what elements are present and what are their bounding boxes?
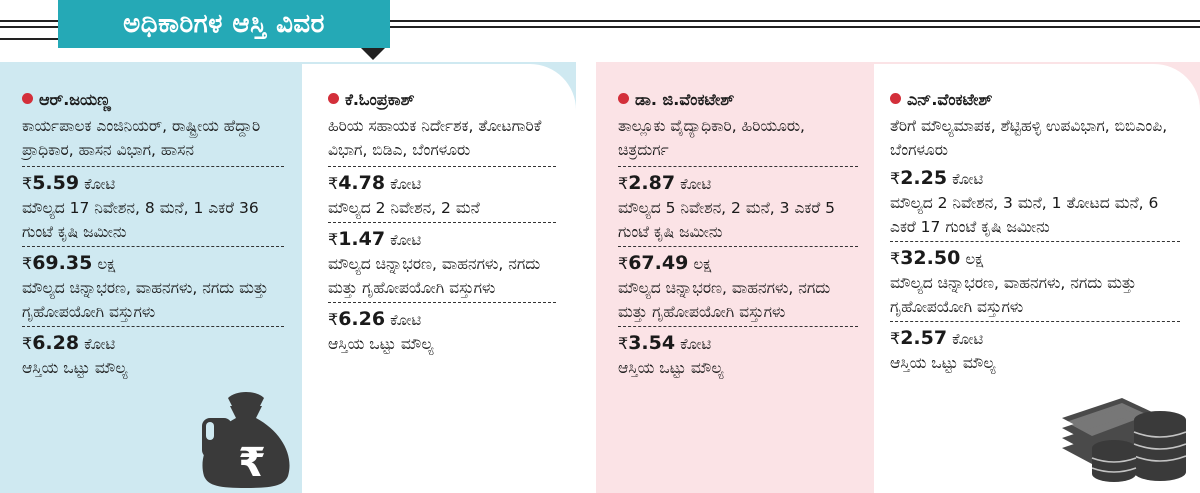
title-banner: ಅಧಿಕಾರಿಗಳ ಆಸ್ತಿ ವಿವರ xyxy=(58,0,390,48)
asset-amount-total: ₹3.54 ಕೋಟಿ xyxy=(618,332,712,354)
asset-desc-property: ಮೌಲ್ಯದ 2 ನಿವೇಶನ, 3 ಮನೆ, 1 ತೋಟದ ಮನೆ, 6 ಎಕ… xyxy=(890,194,1159,236)
asset-amount-movables: ₹67.49 ಲಕ್ಷ xyxy=(618,252,712,274)
official-card-1: ಆರ್.ಜಯಣ್ಣ ಕಾರ್ಯಪಾಲಕ ಎಂಜಿನಿಯರ್, ರಾಷ್ಟ್ರೀಯ… xyxy=(22,88,284,380)
divider xyxy=(328,302,556,303)
divider xyxy=(328,166,556,167)
banner-notch xyxy=(361,48,385,60)
asset-amount-movables: ₹1.47 ಕೋಟಿ xyxy=(328,228,422,250)
official-designation: ತಾಲ್ಲೂಕು ವೈದ್ಯಾಧಿಕಾರಿ, ಹಿರಿಯೂರು, ಚಿತ್ರದು… xyxy=(618,117,805,159)
divider xyxy=(618,326,858,327)
bullet-icon xyxy=(328,93,339,104)
asset-amount-total: ₹6.28 ಕೋಟಿ xyxy=(22,332,116,354)
left-card xyxy=(302,64,576,493)
asset-desc-property: ಮೌಲ್ಯದ 2 ನಿವೇಶನ, 2 ಮನೆ xyxy=(328,199,480,217)
bullet-icon xyxy=(618,93,629,104)
svg-text:₹: ₹ xyxy=(238,440,266,486)
asset-desc-total: ಆಸ್ತಿಯ ಒಟ್ಟು ಮೌಲ್ಯ xyxy=(328,335,434,353)
divider xyxy=(618,246,858,247)
official-designation: ಹಿರಿಯ ಸಹಾಯಕ ನಿರ್ದೇಶಕ, ತೋಟಗಾರಿಕೆ ವಿಭಾಗ, ಬ… xyxy=(328,117,542,159)
bullet-icon xyxy=(890,93,901,104)
official-name: ಕೆ.ಓಂಪ್ರಕಾಶ್ xyxy=(345,90,415,109)
banner-tail-rule xyxy=(0,38,58,40)
asset-amount-movables: ₹69.35 ಲಕ್ಷ xyxy=(22,252,116,274)
asset-amount-property: ₹2.87 ಕೋಟಿ xyxy=(618,172,712,194)
official-name: ಡಾ. ಜಿ.ವೆಂಕಟೇಶ್ xyxy=(635,90,735,109)
asset-amount-total: ₹2.57 ಕೋಟಿ xyxy=(890,327,984,349)
asset-desc-property: ಮೌಲ್ಯದ 5 ನಿವೇಶನ, 2 ಮನೆ, 3 ಎಕರೆ 5 ಗುಂಟೆ ಕ… xyxy=(618,199,835,241)
asset-amount-property: ₹2.25 ಕೋಟಿ xyxy=(890,167,984,189)
money-bag-rupee-icon: ₹ xyxy=(202,392,290,488)
divider xyxy=(328,222,556,223)
asset-amount-total: ₹6.26 ಕೋಟಿ xyxy=(328,308,422,330)
header-rule-bottom xyxy=(0,26,1200,28)
official-name: ಆರ್.ಜಯಣ್ಣ xyxy=(39,90,111,109)
asset-amount-property: ₹4.78 ಕೋಟಿ xyxy=(328,172,422,194)
official-card-2: ಕೆ.ಓಂಪ್ರಕಾಶ್ ಹಿರಿಯ ಸಹಾಯಕ ನಿರ್ದೇಶಕ, ತೋಟಗಾ… xyxy=(328,88,556,356)
divider xyxy=(890,321,1180,322)
divider xyxy=(22,246,284,247)
official-name: ಎನ್.ವೆಂಕಟೇಶ್ xyxy=(907,90,993,109)
asset-desc-total: ಆಸ್ತಿಯ ಒಟ್ಟು ಮೌಲ್ಯ xyxy=(890,354,996,372)
asset-desc-movables: ಮೌಲ್ಯದ ಚಿನ್ನಾಭರಣ, ವಾಹನಗಳು, ನಗದು ಮತ್ತು ಗೃ… xyxy=(618,279,831,321)
divider xyxy=(22,166,284,167)
asset-desc-property: ಮೌಲ್ಯದ 17 ನಿವೇಶನ, 8 ಮನೆ, 1 ಎಕರೆ 36 ಗುಂಟೆ… xyxy=(22,199,259,241)
official-designation: ತೆರಿಗೆ ಮೌಲ್ಯಮಾಪಕ, ಶೆಟ್ಟಿಹಳ್ಳಿ ಉಪವಿಭಾಗ, ಬ… xyxy=(890,117,1168,159)
coins-and-cash-icon xyxy=(1062,398,1187,482)
asset-desc-movables: ಮೌಲ್ಯದ ಚಿನ್ನಾಭರಣ, ವಾಹನಗಳು, ನಗದು ಮತ್ತು ಗೃ… xyxy=(890,274,1137,316)
divider xyxy=(22,326,284,327)
bullet-icon xyxy=(22,93,33,104)
official-card-4: ಎನ್.ವೆಂಕಟೇಶ್ ತೆರಿಗೆ ಮೌಲ್ಯಮಾಪಕ, ಶೆಟ್ಟಿಹಳ್… xyxy=(890,88,1180,375)
asset-desc-total: ಆಸ್ತಿಯ ಒಟ್ಟು ಮೌಲ್ಯ xyxy=(618,359,724,377)
asset-desc-movables: ಮೌಲ್ಯದ ಚಿನ್ನಾಭರಣ, ವಾಹನಗಳು, ನಗದು ಮತ್ತು ಗೃ… xyxy=(328,255,541,297)
divider xyxy=(618,166,858,167)
divider xyxy=(890,241,1180,242)
asset-amount-property: ₹5.59 ಕೋಟಿ xyxy=(22,172,116,194)
asset-amount-movables: ₹32.50 ಲಕ್ಷ xyxy=(890,247,984,269)
asset-desc-movables: ಮೌಲ್ಯದ ಚಿನ್ನಾಭರಣ, ವಾಹನಗಳು, ನಗದು ಮತ್ತು ಗೃ… xyxy=(22,279,269,321)
page-title: ಅಧಿಕಾರಿಗಳ ಆಸ್ತಿ ವಿವರ xyxy=(123,8,325,39)
official-designation: ಕಾರ್ಯಪಾಲಕ ಎಂಜಿನಿಯರ್, ರಾಷ್ಟ್ರೀಯ ಹೆದ್ದಾರಿ … xyxy=(22,117,261,159)
official-card-3: ಡಾ. ಜಿ.ವೆಂಕಟೇಶ್ ತಾಲ್ಲೂಕು ವೈದ್ಯಾಧಿಕಾರಿ, ಹ… xyxy=(618,88,858,380)
asset-desc-total: ಆಸ್ತಿಯ ಒಟ್ಟು ಮೌಲ್ಯ xyxy=(22,359,128,377)
header-rule-top xyxy=(0,20,1200,22)
